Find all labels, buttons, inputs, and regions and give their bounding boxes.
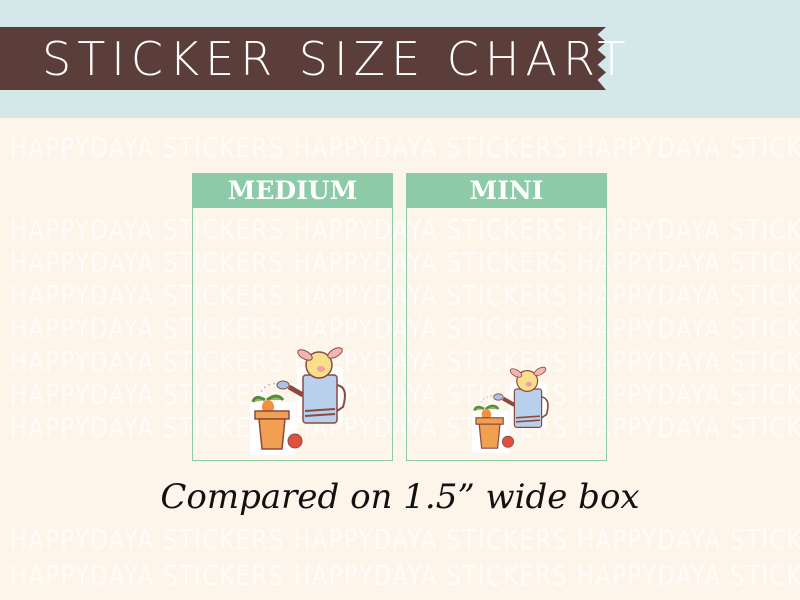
watermark-row: HAPPYDAYA STICKERS HAPPYDAYA STICKERS HA…: [10, 559, 800, 592]
watermark-row: HAPPYDAYA STICKERS HAPPYDAYA STICKERS HA…: [10, 246, 800, 279]
watermark-row: HAPPYDAYA STICKERS HAPPYDAYA STICKERS HA…: [10, 312, 800, 345]
watermark-row: HAPPYDAYA STICKERS HAPPYDAYA STICKERS HA…: [10, 378, 800, 411]
watermark-row: HAPPYDAYA STICKERS HAPPYDAYA STICKERS HA…: [10, 411, 800, 444]
watermark-row: HAPPYDAYA STICKERS HAPPYDAYA STICKERS HA…: [10, 213, 800, 246]
watermark-row: HAPPYDAYA STICKERS HAPPYDAYA STICKERS HA…: [10, 345, 800, 378]
mini-box: MINI: [406, 173, 607, 461]
medium-sticker-image: [250, 347, 346, 455]
watermark-row: HAPPYDAYA STICKERS HAPPYDAYA STICKERS HA…: [10, 523, 800, 556]
title-banner: [0, 27, 606, 90]
caption: Compared on 1.5” wide box: [160, 477, 640, 517]
mini-sticker-image: [472, 366, 549, 453]
mini-box-label: MINI: [407, 174, 606, 208]
watermark-row: HAPPYDAYA STICKERS HAPPYDAYA STICKERS HA…: [10, 131, 800, 164]
watermark-row: HAPPYDAYA STICKERS HAPPYDAYA STICKERS HA…: [10, 279, 800, 312]
medium-box: MEDIUM: [192, 173, 393, 461]
medium-box-label: MEDIUM: [193, 174, 392, 208]
page-title: STICKER SIZE CHART: [42, 32, 632, 86]
